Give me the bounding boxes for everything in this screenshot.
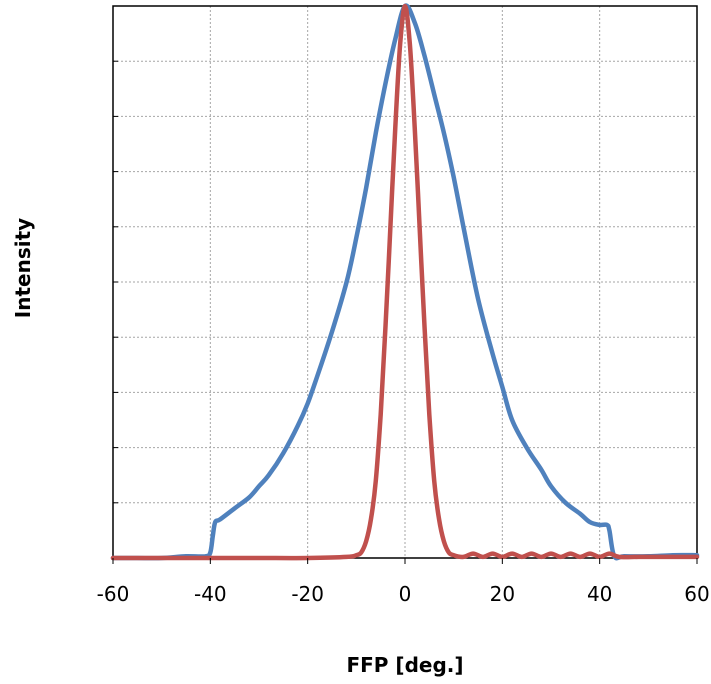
x-tick-label: 20 [490, 582, 515, 606]
y-axis-title: Intensity [11, 218, 35, 318]
series-line-2 [110, 3, 700, 561]
x-tick-labels: -60 -40 -20 0 20 40 60 [97, 558, 710, 606]
series-layer [110, 3, 700, 561]
x-tick-label: -40 [194, 582, 227, 606]
grid-layer [113, 6, 697, 558]
x-axis-title: FFP [deg.] [346, 653, 463, 677]
x-tick-label: -20 [291, 582, 324, 606]
x-tick-label: -60 [97, 582, 130, 606]
x-tick-label: 40 [587, 582, 612, 606]
x-tick-label: 0 [399, 582, 412, 606]
x-tick-label: 60 [684, 582, 709, 606]
